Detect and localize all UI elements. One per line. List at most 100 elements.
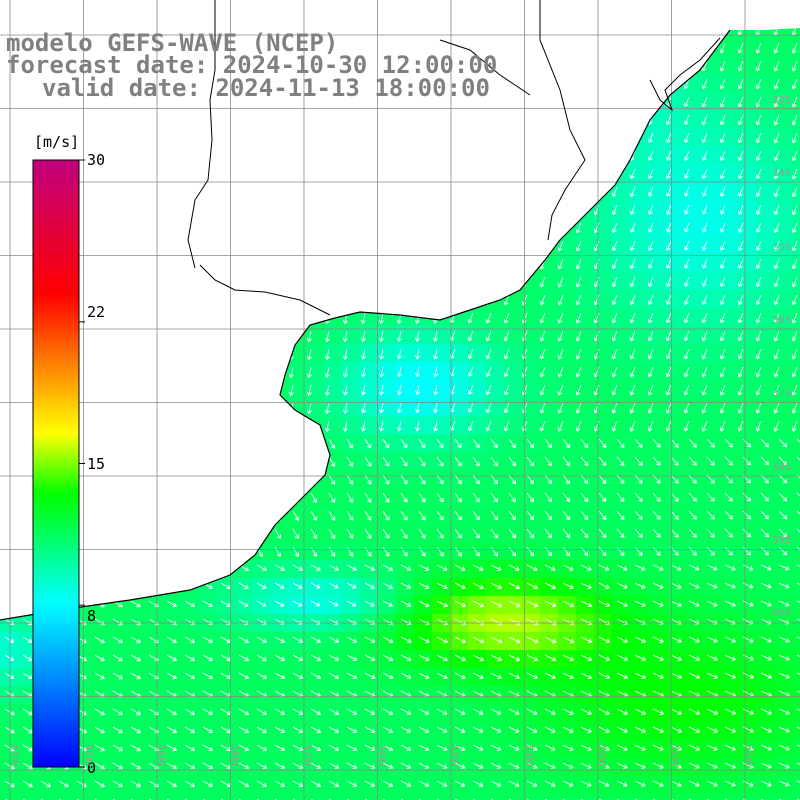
wind-cell: [396, 506, 415, 525]
lon-label: 57W: [302, 744, 313, 767]
wind-cell: [720, 218, 739, 237]
wind-arrow: [778, 780, 790, 787]
wind-arrow: [701, 402, 708, 414]
wind-arrow: [755, 204, 762, 215]
wind-cell: [360, 218, 379, 237]
wind-cell: [306, 668, 325, 687]
wind-cell: [234, 470, 253, 489]
wind-cell: [576, 326, 595, 345]
wind-arrow: [778, 708, 790, 715]
wind-cell: [792, 362, 800, 381]
wind-cell: [0, 380, 19, 399]
wind-arrow: [288, 276, 294, 289]
wind-arrow: [328, 708, 340, 716]
wind-cell: [306, 218, 325, 237]
colorbar-unit: [m/s]: [34, 133, 80, 151]
wind-cell: [486, 740, 505, 759]
wind-arrow: [755, 312, 762, 324]
wind-cell: [540, 200, 559, 219]
wind-arrow: [648, 186, 654, 197]
wind-cell: [126, 236, 145, 255]
wind-arrow: [292, 474, 300, 485]
wind-cell: [270, 560, 289, 579]
wind-cell: [576, 506, 595, 525]
wind-arrow: [485, 276, 492, 288]
wind-cell: [702, 794, 721, 800]
wind-cell: [486, 28, 505, 39]
wind-cell: [648, 236, 667, 255]
wind-arrow: [198, 276, 204, 289]
wind-arrow: [539, 348, 546, 360]
wind-arrow: [108, 420, 114, 433]
wind-arrow: [575, 96, 582, 108]
wind-arrow: [508, 708, 520, 715]
wind-arrow: [701, 294, 708, 305]
wind-cell: [468, 668, 487, 687]
wind-cell: [540, 506, 559, 525]
wind-cell: [378, 776, 397, 795]
wind-arrow: [526, 564, 538, 571]
wind-arrow: [436, 438, 444, 449]
wind-arrow: [378, 186, 384, 199]
wind-arrow: [18, 150, 24, 163]
wind-cell: [450, 380, 469, 399]
wind-cell: [702, 110, 721, 129]
wind-cell: [594, 650, 613, 669]
wind-cell: [396, 596, 415, 615]
wind-cell: [756, 326, 775, 345]
wind-arrow: [328, 564, 339, 571]
wind-arrow: [755, 366, 762, 378]
wind-cell: [0, 470, 19, 489]
wind-cell: [702, 686, 721, 705]
wind-cell: [504, 704, 523, 723]
wind-arrow: [94, 474, 101, 486]
wind-arrow: [472, 510, 480, 521]
wind-cell: [684, 254, 703, 273]
wind-arrow: [400, 546, 408, 557]
wind-cell: [144, 452, 163, 471]
wind-cell: [504, 272, 523, 291]
wind-cell: [342, 218, 361, 237]
wind-arrow: [270, 420, 276, 433]
wind-arrow: [130, 780, 141, 788]
wind-arrow: [292, 780, 304, 788]
wind-cell: [666, 398, 685, 417]
wind-arrow: [328, 492, 336, 503]
wind-arrow: [130, 564, 141, 572]
wind-cell: [594, 668, 613, 687]
wind-arrow: [526, 744, 538, 751]
wind-cell: [180, 596, 199, 615]
wind-cell: [558, 470, 577, 489]
wind-cell: [522, 434, 541, 453]
wind-cell: [558, 740, 577, 759]
wind-cell: [306, 704, 325, 723]
wind-cell: [0, 362, 19, 381]
wind-arrow: [198, 150, 204, 163]
wind-arrow: [436, 600, 448, 608]
wind-arrow: [629, 258, 636, 269]
wind-arrow: [503, 366, 510, 378]
wind-arrow: [202, 600, 213, 608]
wind-arrow: [490, 528, 498, 539]
colorbar: [32, 159, 80, 768]
wind-cell: [306, 740, 325, 759]
wind-arrow: [418, 474, 426, 485]
wind-cell: [342, 704, 361, 723]
wind-cell: [216, 272, 235, 291]
wind-cell: [684, 344, 703, 363]
wind-arrow: [234, 240, 240, 253]
wind-cell: [756, 272, 775, 291]
wind-arrow: [130, 438, 137, 450]
wind-arrow: [629, 384, 636, 396]
wind-cell: [198, 200, 217, 219]
wind-cell: [162, 416, 181, 435]
wind-cell: [576, 416, 595, 435]
wind-arrow: [234, 132, 240, 145]
wind-cell: [234, 308, 253, 327]
wind-cell: [324, 398, 343, 417]
wind-cell: [360, 416, 379, 435]
wind-cell: [486, 200, 505, 219]
wind-arrow: [557, 312, 564, 324]
wind-cell: [234, 290, 253, 309]
wind-cell: [684, 722, 703, 741]
